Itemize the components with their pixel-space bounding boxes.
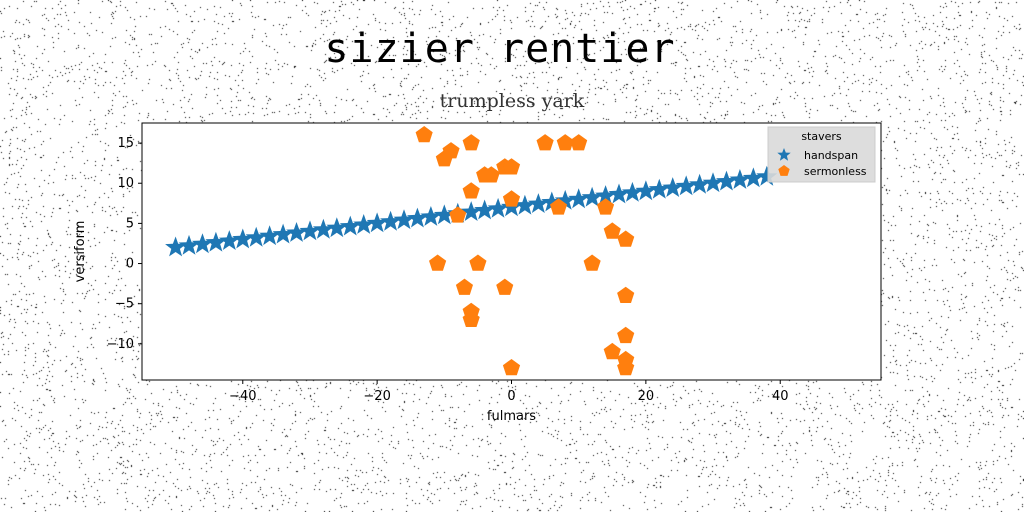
data-point-sermonless — [570, 134, 588, 151]
data-point-handspan — [460, 201, 482, 221]
x-axis-label: fulmars — [487, 409, 536, 424]
data-point-sermonless — [536, 134, 554, 151]
data-point-handspan — [608, 183, 630, 204]
data-point-handspan — [433, 204, 455, 225]
data-point-handspan — [178, 234, 200, 255]
data-point-handspan — [232, 228, 254, 249]
data-point-handspan — [514, 194, 536, 215]
legend-label-sermonless: sermonless — [804, 165, 867, 178]
data-point-handspan — [756, 165, 778, 186]
data-point-handspan — [742, 167, 764, 188]
data-point-sermonless — [597, 198, 615, 215]
data-point-handspan — [245, 226, 267, 247]
data-point-handspan — [568, 188, 590, 209]
chart-title: trumpless yark — [439, 90, 585, 112]
x-tick-label: −40 — [229, 389, 256, 404]
data-point-handspan — [218, 230, 240, 250]
data-point-handspan — [702, 172, 724, 193]
data-point-sermonless — [502, 359, 521, 376]
data-point-sermonless — [617, 359, 635, 376]
plot-frame — [141, 122, 882, 381]
y-axis-ticks: −10 −5 0 5 10 15 — [107, 136, 142, 352]
data-point-handspan — [192, 233, 213, 254]
x-tick-label: 40 — [772, 389, 789, 404]
data-point-handspan — [366, 212, 388, 233]
data-point-sermonless — [462, 182, 480, 199]
data-point-sermonless — [502, 190, 521, 207]
data-point-sermonless — [603, 222, 621, 239]
x-tick-label: −20 — [363, 389, 390, 404]
y-tick-label: −10 — [107, 337, 134, 352]
y-tick-label: 5 — [126, 216, 134, 231]
figure-title: sizier rentier — [324, 26, 676, 72]
x-tick-label: 0 — [507, 389, 515, 404]
y-axis-label: versiform — [73, 221, 88, 283]
data-point-handspan — [205, 231, 227, 252]
data-point-handspan — [595, 185, 616, 205]
data-point-sermonless — [617, 286, 635, 303]
x-axis-ticks: −40 −20 0 20 40 — [229, 380, 789, 404]
data-point-sermonless — [550, 198, 568, 215]
data-point-sermonless — [462, 134, 480, 151]
data-point-handspan — [272, 223, 294, 244]
data-point-handspan — [420, 206, 442, 226]
data-point-handspan — [622, 181, 643, 202]
data-point-sermonless — [429, 254, 447, 271]
data-point-handspan — [541, 191, 563, 212]
data-point-sermonless — [469, 254, 487, 271]
y-tick-label: −5 — [115, 297, 134, 312]
legend-marker-sermonless — [778, 165, 790, 176]
data-point-handspan — [554, 189, 576, 210]
y-tick-label: 15 — [117, 136, 134, 151]
data-point-handspan — [689, 173, 711, 194]
data-point-handspan — [339, 215, 361, 236]
data-point-handspan — [474, 199, 496, 220]
data-point-sermonless — [455, 278, 473, 295]
data-point-handspan — [648, 178, 670, 199]
data-point-sermonless — [617, 230, 635, 247]
data-point-handspan — [407, 207, 428, 228]
data-point-handspan — [299, 220, 321, 241]
data-point-handspan — [259, 225, 281, 246]
data-point-sermonless — [603, 342, 621, 360]
data-point-sermonless — [476, 166, 494, 183]
data-point-sermonless — [556, 134, 574, 151]
data-point-handspan — [326, 217, 348, 238]
y-tick-label: 10 — [117, 176, 134, 191]
data-point-handspan — [312, 218, 334, 239]
data-point-sermonless — [462, 310, 480, 327]
data-point-handspan — [729, 169, 751, 189]
data-point-sermonless — [449, 206, 467, 223]
data-point-sermonless — [415, 126, 433, 143]
data-point-handspan — [635, 180, 657, 201]
data-point-handspan — [487, 197, 509, 218]
data-point-handspan — [662, 177, 684, 197]
data-point-handspan — [581, 186, 603, 207]
series-layer — [165, 126, 778, 376]
series-sermonless — [415, 126, 635, 376]
data-point-handspan — [716, 170, 737, 191]
x-tick-label: 20 — [638, 389, 655, 404]
data-point-sermonless — [617, 326, 635, 344]
data-point-handspan — [527, 193, 549, 213]
legend-marker-handspan — [777, 148, 791, 161]
data-point-sermonless — [442, 142, 460, 159]
data-point-handspan — [393, 209, 415, 230]
data-point-handspan — [165, 236, 187, 257]
data-point-handspan — [675, 175, 697, 196]
data-point-sermonless — [502, 158, 521, 175]
legend-label-handspan: handspan — [804, 149, 858, 162]
legend: stavers handspan sermonless — [767, 126, 876, 183]
y-tick-label: 0 — [126, 257, 134, 272]
data-point-handspan — [286, 222, 307, 242]
data-point-sermonless — [583, 254, 601, 271]
data-point-handspan — [353, 214, 375, 234]
data-point-sermonless — [496, 278, 514, 295]
data-point-handspan — [380, 210, 401, 231]
legend-title: stavers — [801, 130, 842, 143]
